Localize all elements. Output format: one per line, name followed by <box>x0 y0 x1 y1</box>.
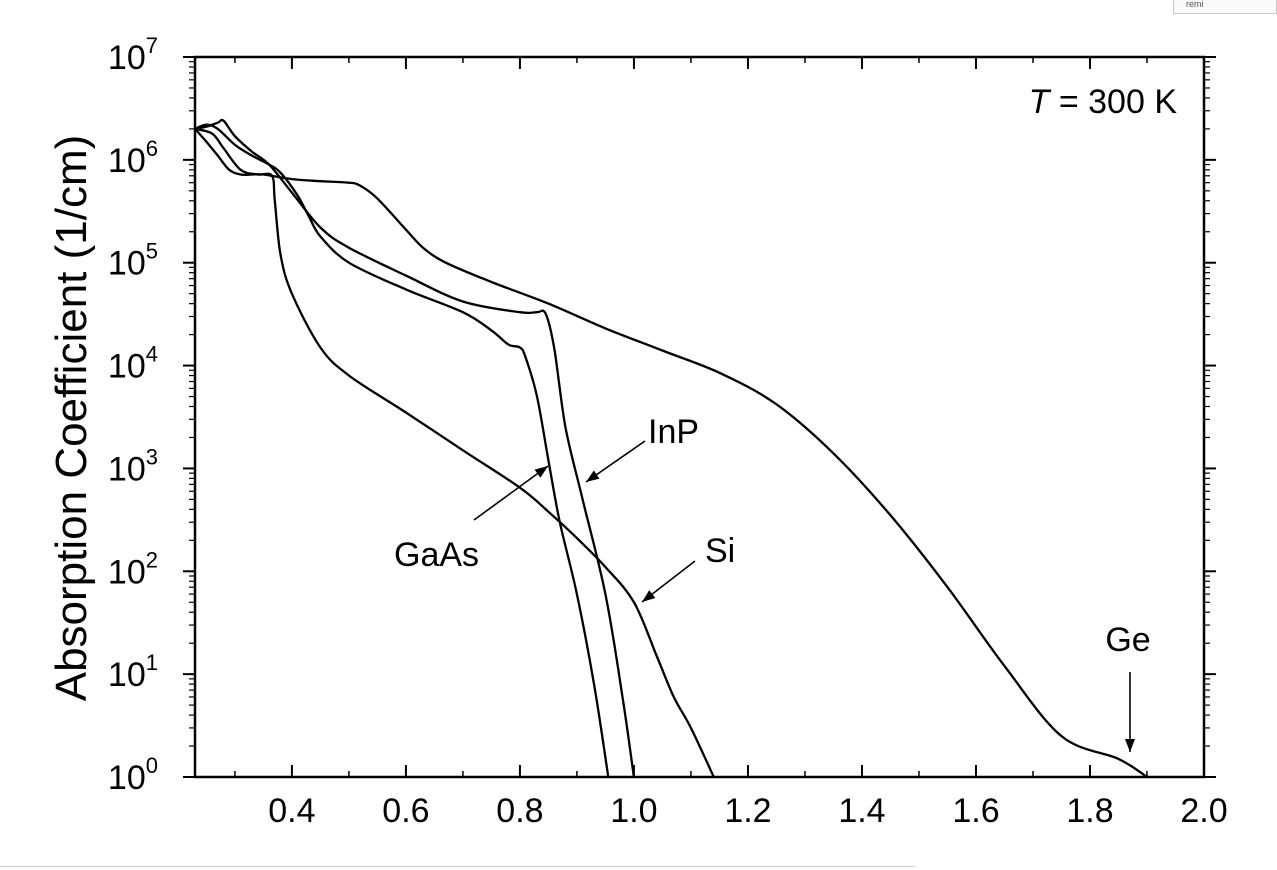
plot-border <box>193 55 1206 779</box>
y-axis-label: Absorption Coefficient (1/cm) <box>47 135 96 702</box>
y-tick-label: 107 <box>108 33 158 77</box>
y-tick-label: 105 <box>108 239 158 283</box>
x-tick-label: 0.8 <box>496 792 543 830</box>
series-line-ge <box>194 128 1148 778</box>
y-tick-label: 101 <box>108 650 158 694</box>
arrowhead-gaas <box>534 466 548 478</box>
x-tick-label: 2.0 <box>1180 792 1227 830</box>
x-tick-label: 1.8 <box>1066 792 1113 830</box>
series-layer <box>194 118 1148 778</box>
series-line-inp <box>194 118 636 778</box>
x-tick-label: 1.2 <box>724 792 771 830</box>
temperature-symbol: T <box>1029 83 1052 121</box>
temperature-annotation: T = 300 K <box>1029 83 1178 121</box>
label-si: Si <box>705 532 735 570</box>
arrow-gaas <box>473 465 549 521</box>
x-tick-label: 1.4 <box>838 792 885 830</box>
arrowhead-inp <box>586 470 600 482</box>
arrowhead-ge <box>1125 739 1135 752</box>
x-tick-labels: 0.4 0.6 0.8 1.0 1.2 1.4 1.6 1.8 2.0 <box>268 792 1227 830</box>
temperature-value: = 300 K <box>1049 83 1177 121</box>
arrowhead-si <box>642 590 656 602</box>
label-ge: Ge <box>1105 621 1150 659</box>
y-tick-label: 102 <box>108 547 158 591</box>
x-tick-label: 1.0 <box>610 792 657 830</box>
label-gaas: GaAs <box>394 536 479 574</box>
x-tick-label: 1.6 <box>952 792 999 830</box>
y-tick-label: 104 <box>108 342 158 386</box>
y-tick-label: 106 <box>108 136 158 180</box>
bottom-divider <box>0 866 915 867</box>
series-line-gaas <box>194 123 610 778</box>
x-tick-label: 0.4 <box>268 792 315 830</box>
axis-ticks <box>183 56 1216 778</box>
plot-frame <box>193 55 1206 779</box>
label-inp: InP <box>648 413 699 451</box>
y-tick-labels: 100 101 102 103 104 105 106 107 <box>108 33 158 797</box>
x-tick-label: 0.6 <box>382 792 429 830</box>
series-line-si <box>194 127 715 778</box>
y-tick-label: 103 <box>108 444 158 488</box>
curve-labels: InP GaAs Si Ge <box>394 413 1151 752</box>
y-tick-label: 100 <box>108 753 158 797</box>
